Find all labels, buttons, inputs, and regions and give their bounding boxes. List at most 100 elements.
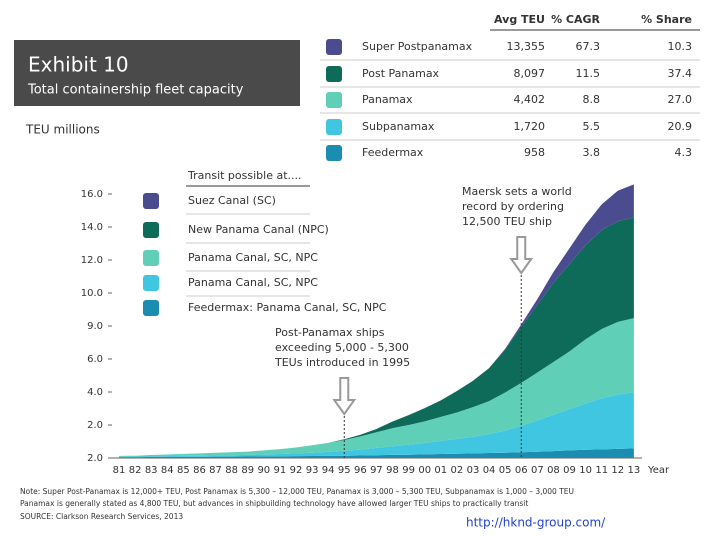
x-tick-label: 95: [338, 465, 351, 476]
annotation: record by ordering: [462, 200, 564, 213]
x-tick-label: 13: [628, 465, 641, 476]
table-cell: 67.3: [576, 40, 601, 53]
legend-swatch: [326, 92, 342, 108]
area: [119, 392, 634, 458]
table-cell: 1,720: [514, 120, 546, 133]
transit-swatch: [143, 250, 159, 266]
legend-title: Transit possible at....: [187, 169, 302, 182]
legend-swatch: [326, 66, 342, 82]
table-cell: 8.8: [583, 93, 601, 106]
transit-swatch: [143, 222, 159, 238]
x-tick-label: 94: [322, 465, 335, 476]
x-tick-label: 07: [531, 465, 544, 476]
table-cell: 4,402: [514, 93, 546, 106]
x-tick-label: 03: [467, 465, 480, 476]
x-axis-label: Year: [647, 465, 670, 476]
x-tick-label: 04: [483, 465, 496, 476]
table-cell: 958: [524, 146, 545, 159]
y-axis-label: TEU millions: [25, 123, 100, 137]
y-tick-label: 12.0: [81, 255, 103, 266]
table-cell: 10.3: [668, 40, 693, 53]
y-tick-label: 16.0: [81, 189, 103, 200]
y-tick-label: 2.0: [87, 420, 103, 431]
legend-label: Subpanamax: [362, 120, 435, 133]
title-box: [14, 40, 300, 106]
x-tick-label: 89: [241, 465, 254, 476]
area: [119, 217, 634, 456]
legend-label: Panamax: [362, 93, 413, 106]
x-tick-label: 85: [177, 465, 190, 476]
legend-label: Post Panamax: [362, 67, 440, 80]
y-tick-label: 10.0: [81, 288, 103, 299]
legend-swatch: [326, 145, 342, 161]
annotation: Maersk sets a world: [462, 185, 572, 198]
transit-label: Feedermax: Panama Canal, SC, NPC: [188, 301, 387, 314]
annotation: 12,500 TEU ship: [462, 215, 552, 228]
source: SOURCE: Clarkson Research Services, 2013: [20, 512, 183, 521]
legend-swatch: [326, 39, 342, 55]
table-cell: 4.3: [675, 146, 693, 159]
annotation-arrow: [332, 377, 357, 416]
x-tick-label: 00: [418, 465, 431, 476]
transit-label: New Panama Canal (NPC): [188, 223, 329, 236]
table-cell: 8,097: [514, 67, 546, 80]
table-cell: 3.8: [583, 146, 601, 159]
table-header: % CAGR: [551, 13, 600, 26]
legend-label: Super Postpanamax: [362, 40, 473, 53]
transit-swatch: [143, 300, 159, 316]
transit-label: Suez Canal (SC): [188, 194, 276, 207]
transit-label: Panama Canal, SC, NPC: [188, 251, 318, 264]
x-tick-label: 90: [257, 465, 270, 476]
x-tick-label: 08: [547, 465, 560, 476]
annotation: TEUs introduced in 1995: [274, 356, 410, 369]
x-tick-label: 11: [595, 465, 608, 476]
x-tick-label: 05: [499, 465, 512, 476]
x-tick-label: 99: [402, 465, 415, 476]
table-header: % Share: [641, 13, 692, 26]
x-tick-label: 84: [161, 465, 174, 476]
y-tick-label: 9.0: [87, 321, 103, 332]
x-tick-label: 88: [225, 465, 238, 476]
x-tick-label: 97: [370, 465, 383, 476]
x-tick-label: 86: [193, 465, 206, 476]
note: Note: Super Post-Panamax is 12,000+ TEU,…: [20, 487, 574, 496]
annotation: Post-Panamax ships: [275, 326, 385, 339]
y-tick-label: 2.0: [87, 453, 103, 464]
table-cell: 13,355: [507, 40, 546, 53]
table-header: Avg TEU: [494, 13, 545, 26]
url: http://hknd-group.com/: [466, 516, 606, 530]
x-tick-label: 01: [434, 465, 447, 476]
table-cell: 5.5: [583, 120, 601, 133]
y-tick-label: 14.0: [81, 222, 103, 233]
legend-swatch: [326, 119, 342, 135]
area: [119, 448, 634, 458]
note: Panamax is generally stated as 4,800 TEU…: [20, 499, 528, 508]
x-tick-label: 12: [611, 465, 624, 476]
x-tick-label: 98: [386, 465, 399, 476]
annotation: exceeding 5,000 - 5,300: [275, 341, 409, 354]
annotation-arrow: [509, 236, 534, 275]
table-cell: 37.4: [668, 67, 693, 80]
x-tick-label: 91: [274, 465, 287, 476]
x-tick-label: 06: [515, 465, 528, 476]
y-tick-label: 6.0: [87, 354, 103, 365]
x-tick-label: 83: [145, 465, 158, 476]
x-tick-label: 82: [129, 465, 142, 476]
x-tick-label: 02: [451, 465, 464, 476]
y-tick-label: 4.0: [87, 387, 103, 398]
x-tick-label: 92: [290, 465, 303, 476]
x-tick-label: 09: [563, 465, 576, 476]
legend-label: Feedermax: [362, 146, 424, 159]
table-cell: 11.5: [576, 67, 601, 80]
transit-swatch: [143, 275, 159, 291]
x-tick-label: 81: [113, 465, 126, 476]
x-tick-label: 96: [354, 465, 367, 476]
chart-title: Exhibit 10: [28, 53, 129, 77]
x-tick-label: 10: [579, 465, 592, 476]
table-cell: 20.9: [668, 120, 693, 133]
transit-swatch: [143, 193, 159, 209]
area: [119, 318, 634, 457]
x-tick-label: 93: [306, 465, 319, 476]
chart-subtitle: Total containership fleet capacity: [27, 83, 244, 98]
